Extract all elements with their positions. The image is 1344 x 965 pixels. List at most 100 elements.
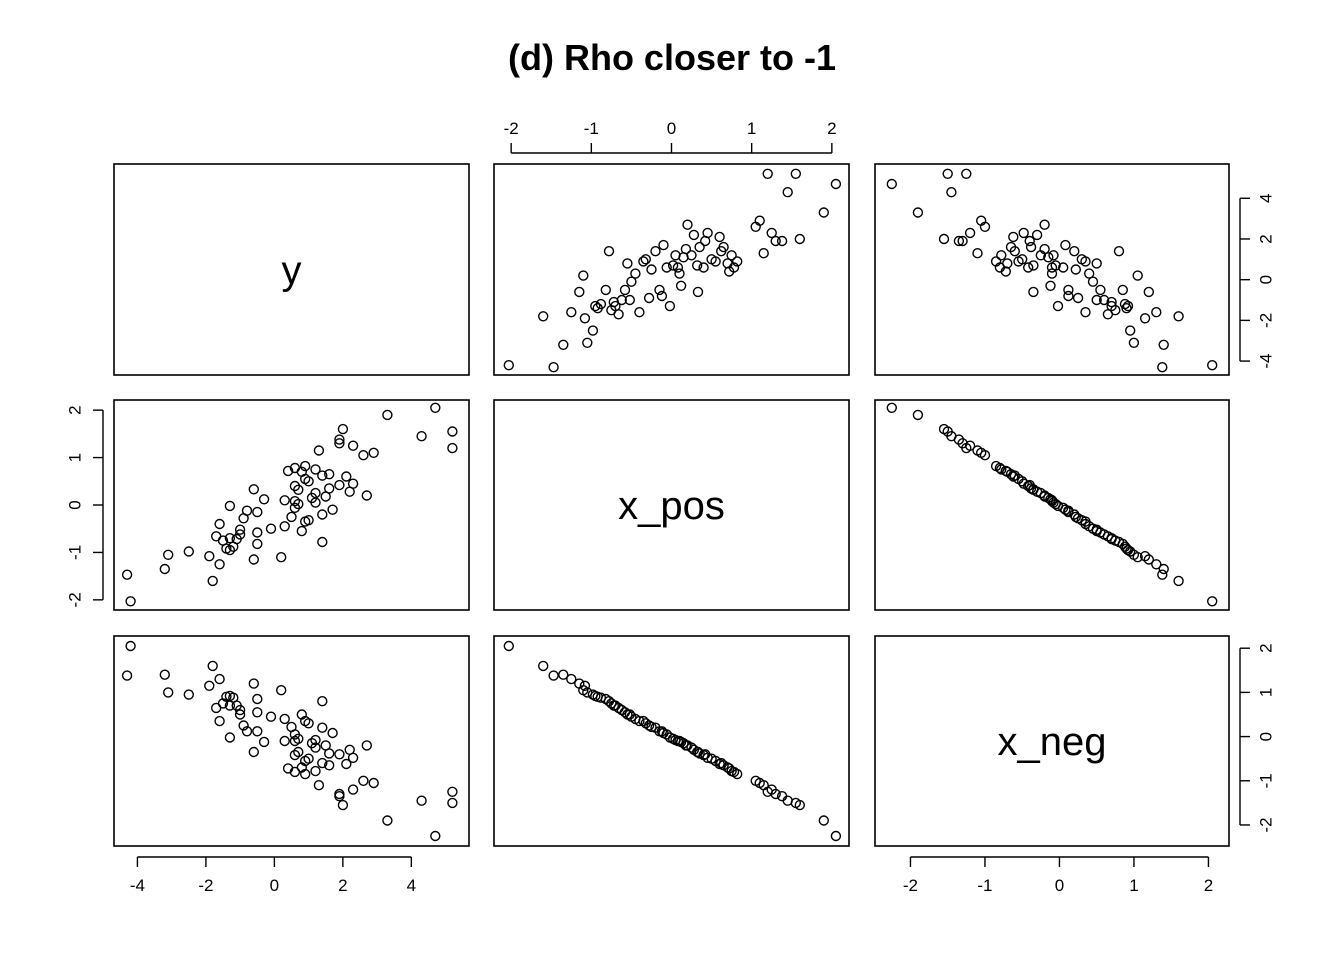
data-point [624,709,635,720]
tick-label: -2 [1256,313,1275,328]
data-point [214,673,225,685]
data-point [1087,276,1099,287]
panel-frame [874,635,1230,847]
data-point [790,168,801,180]
data-point [204,551,215,562]
data-point [310,734,321,746]
axis-left-x_pos: -2 -1 0 1 2 [65,405,104,607]
data-point [590,300,601,312]
data-point [754,215,765,226]
data-point [566,673,577,685]
panel-x_neg-vs-x_neg: x_neg [874,635,1230,847]
data-point [710,256,721,267]
data-point [317,470,328,481]
data-point [1028,260,1039,271]
data-point [1063,284,1074,296]
data-point [630,268,641,279]
data-point [942,168,953,180]
axis-right-y: -4 -2 0 2 4 [1239,194,1275,369]
data-point [766,227,777,239]
data-point [758,247,769,259]
tick-label: -1 [66,545,85,560]
data-point [1025,241,1037,253]
data-point [1206,596,1218,607]
data-point [279,495,290,506]
tick-label: 0 [667,119,676,138]
data-point [334,749,345,760]
chart-title: (d) Rho closer to -1 [508,37,836,78]
data-point [672,262,684,273]
data-point [1102,309,1114,320]
tick-label: -2 [504,119,519,138]
data-point [938,233,950,245]
data-point [1069,245,1080,257]
data-point [210,702,222,714]
data-point [1106,296,1117,308]
data-point [1098,294,1110,306]
data-point [289,496,301,507]
data-point [1173,575,1184,587]
data-point [162,549,174,560]
axes-layer: -4 -2 0 2 4 -2 -1 0 1 2 -2 -1 0 1 2 -2 -1 0 1 2 -4 -2 0 2 4 -2 -1 0… [65,119,1275,895]
tick-label: 1 [747,119,756,138]
data-point [231,533,242,545]
data-point [327,727,338,739]
axis-bottom-x_neg: -2 -1 0 1 2 [903,856,1213,895]
data-point [674,268,685,279]
data-point [447,426,458,437]
data-point [728,766,740,778]
data-point [320,491,331,502]
data-point [700,235,711,247]
tick-label: 0 [1256,732,1275,741]
data-point [289,749,301,761]
data-point [289,480,301,492]
data-point [416,795,427,806]
panel-x_neg-vs-y [113,635,470,847]
data-point [794,233,805,245]
data-point [1043,252,1054,263]
data-point [592,691,603,702]
data-point [317,696,328,707]
data-point [608,700,619,711]
data-point [1157,569,1168,580]
data-point [252,707,263,718]
data-point [728,262,740,273]
data-point [643,292,655,304]
data-point [276,552,287,563]
data-point [125,640,136,652]
data-point [310,464,321,475]
data-point [207,660,218,672]
data-point [334,434,345,445]
data-point [248,678,260,689]
data-point [619,284,631,296]
data-point [1063,505,1074,516]
data-point [382,409,393,421]
data-point [358,450,369,461]
tick-label: -4 [1256,354,1275,369]
data-point [682,219,693,230]
data-point [732,768,743,780]
data-point [579,680,591,691]
data-point [912,409,924,421]
data-point [1106,300,1117,312]
data-point [1121,303,1132,314]
tick-label: -2 [1256,817,1275,832]
data-point [347,784,359,795]
data-point [1091,524,1102,535]
data-point [265,711,277,722]
data-point [1128,337,1140,348]
data-point [600,284,611,296]
data-point [957,438,968,449]
data-point [1124,325,1136,336]
data-point [972,445,983,456]
data-point [214,715,225,727]
data-point [1028,286,1039,298]
panel-frame [493,635,850,847]
data-point [503,640,514,652]
data-point [317,509,328,520]
data-point [1072,292,1084,304]
data-point [1046,268,1058,279]
data-point [1013,256,1024,267]
